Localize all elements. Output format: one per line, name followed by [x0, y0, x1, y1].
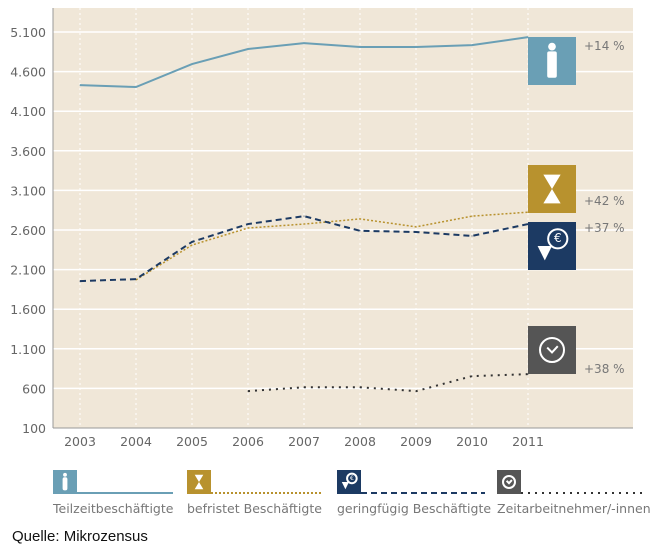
y-tick-label: 2.600 — [10, 223, 46, 238]
legend-label: befristet Beschäftigte — [187, 501, 322, 516]
euro-down-icon: € — [528, 222, 576, 270]
y-tick-label: 3.100 — [10, 183, 46, 198]
data-point — [415, 226, 417, 228]
x-tick-label: 2007 — [288, 434, 320, 449]
x-tick-label: 2004 — [120, 434, 152, 449]
series-line-1 — [135, 211, 529, 281]
y-tick-label: 4.600 — [10, 65, 46, 80]
data-point — [471, 44, 473, 46]
data-point — [247, 223, 249, 225]
legend-item: Zeitarbeitnehmer/-innen — [497, 470, 651, 516]
legend-swatch: € — [337, 470, 485, 494]
legend-label: Teilzeitbeschäftigte — [53, 501, 174, 516]
legend-swatch — [187, 470, 322, 494]
data-point — [359, 46, 361, 48]
x-tick-label: 2006 — [232, 434, 264, 449]
clock-icon — [528, 326, 576, 374]
hourglass-icon — [528, 165, 576, 213]
data-point — [359, 386, 361, 388]
data-point — [135, 86, 137, 88]
person-icon — [528, 37, 576, 85]
data-point — [191, 241, 193, 243]
line-chart: 100 600 1.100 1.600 2.100 2.600 3.100 3.600 4.10… — [10, 8, 633, 449]
legend-label: geringfügig Beschäftigte — [337, 501, 492, 516]
data-point — [471, 215, 473, 217]
data-point — [415, 231, 417, 233]
svg-text:€: € — [350, 475, 354, 482]
legend-swatch — [497, 470, 647, 494]
change-label: +37 % — [584, 221, 625, 235]
data-point — [191, 244, 193, 246]
y-tick-label: 100 — [22, 421, 46, 436]
svg-text:€: € — [554, 231, 562, 245]
x-tick-label: 2010 — [456, 434, 488, 449]
data-point — [79, 84, 81, 86]
x-tick-label: 2009 — [400, 434, 432, 449]
clock-icon — [497, 470, 521, 494]
y-tick-label: 1.600 — [10, 302, 46, 317]
data-point — [135, 278, 137, 280]
legend-item: € geringfügig Beschäftigte — [337, 470, 491, 516]
data-point — [471, 235, 473, 237]
data-point — [303, 42, 305, 44]
data-point — [359, 230, 361, 232]
y-tick-label: 3.600 — [10, 144, 46, 159]
legend-label: Zeitarbeitnehmer/-innen — [497, 501, 651, 516]
x-tick-label: 2003 — [64, 434, 96, 449]
data-point — [247, 48, 249, 50]
x-tick-label: 2005 — [176, 434, 208, 449]
source-note: Quelle: Mikrozensus — [12, 528, 148, 545]
hourglass-icon — [187, 470, 211, 494]
legend-item: Teilzeitbeschäftigte — [53, 470, 177, 516]
data-point — [359, 218, 361, 220]
data-point — [247, 227, 249, 229]
y-tick-label: 1.100 — [10, 342, 46, 357]
x-tick-label: 2008 — [344, 434, 376, 449]
data-point — [79, 280, 81, 282]
legend-swatch — [53, 470, 173, 494]
data-point — [415, 390, 417, 392]
data-point — [415, 46, 417, 48]
y-tick-label: 600 — [22, 381, 46, 396]
y-tick-label: 5.100 — [10, 25, 46, 40]
change-label: +42 % — [584, 194, 625, 208]
data-point — [471, 375, 473, 377]
legend-item: befristet Beschäftigte — [187, 470, 326, 516]
change-label: +38 % — [584, 362, 625, 376]
series-line-3 — [247, 373, 529, 393]
person-icon — [53, 470, 77, 494]
data-point — [191, 63, 193, 65]
data-point — [303, 223, 305, 225]
data-point — [303, 215, 305, 217]
change-label: +14 % — [584, 39, 625, 53]
y-tick-label: 4.100 — [10, 104, 46, 119]
y-tick-label: 2.100 — [10, 263, 46, 278]
data-point — [303, 386, 305, 388]
x-tick-label: 2011 — [512, 434, 544, 449]
euro-down-icon: € — [337, 470, 361, 494]
data-point — [247, 390, 249, 392]
